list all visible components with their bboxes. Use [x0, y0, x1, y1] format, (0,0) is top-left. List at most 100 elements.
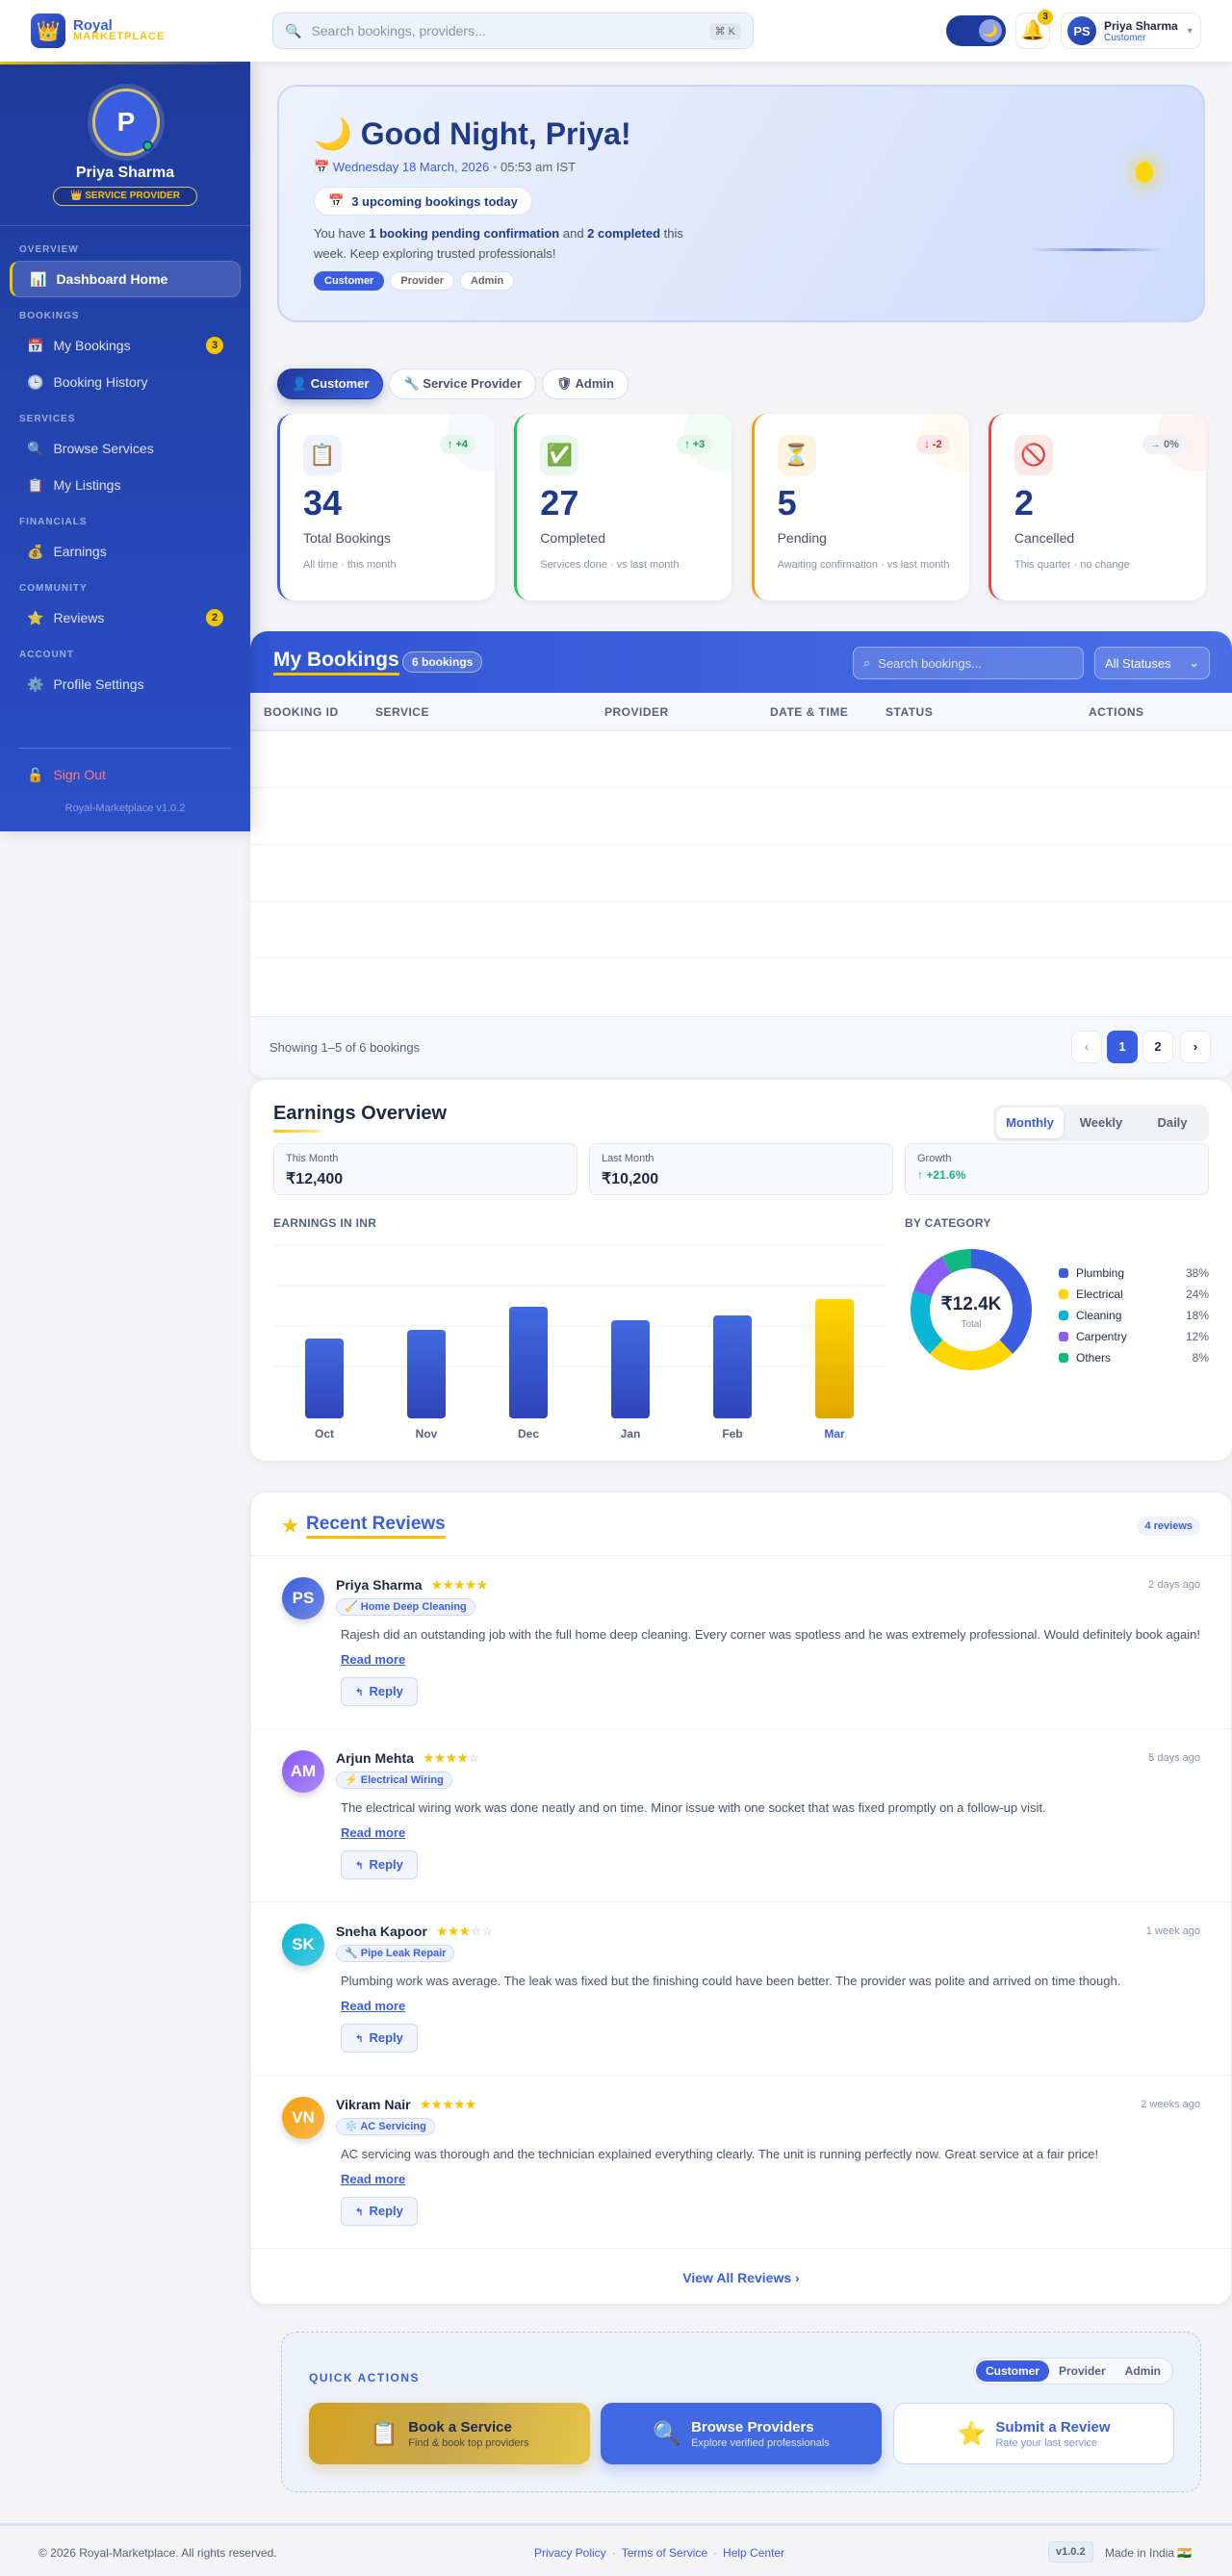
tab-daily[interactable]: Daily — [1157, 1115, 1188, 1130]
star-empty-icon: ☆ — [471, 1925, 482, 1938]
donut-slice-carpentry[interactable] — [913, 1256, 952, 1297]
sign-out-button[interactable]: 🔓 Sign Out — [10, 756, 123, 793]
reply-button[interactable]: ↰ Reply — [341, 1677, 418, 1706]
stat-card-cancelled[interactable]: 🚫 → 0% 2 Cancelled This quarter · no change — [988, 414, 1206, 600]
tab-service-provider[interactable]: 🔧 Service Provider — [389, 369, 536, 399]
privacy-policy-link[interactable]: Privacy Policy — [534, 2546, 606, 2560]
qa-tab-admin[interactable]: Admin — [1124, 2364, 1161, 2378]
legend-value: 8% — [1192, 1351, 1209, 1365]
legend-value: 24% — [1185, 1288, 1209, 1301]
bar-feb[interactable] — [713, 1315, 752, 1418]
stat-card-total-bookings[interactable]: 📋 ↑ +4 34 Total Bookings All time · this mon… — [277, 414, 495, 600]
review-time: 2 days ago — [1148, 1579, 1200, 1591]
global-search-input[interactable]: 🔍 Search bookings, providers... ⌘ K — [272, 13, 754, 49]
browse-providers-button[interactable]: 🔍 Browse Providers Explore verified profes… — [601, 2403, 882, 2464]
change-badge: ↓ -2 — [916, 435, 950, 454]
next-page-button[interactable]: › — [1180, 1031, 1211, 1063]
view-all-reviews-link[interactable]: View All Reviews › — [251, 2248, 1231, 2306]
bar-mar[interactable] — [815, 1299, 854, 1418]
status-filter-select[interactable]: All Statuses ⌄ — [1094, 647, 1210, 679]
sidebar-nav[interactable]: OVERVIEW 📊 Dashboard Home BOOKINGS 📅 My Booki… — [0, 231, 250, 741]
sidebar-item-label: Dashboard Home — [56, 271, 168, 287]
sidebar-item-profile-settings[interactable]: ⚙️ Profile Settings — [10, 666, 241, 702]
col-status[interactable]: STATUS — [886, 705, 934, 719]
submit-review-button[interactable]: ⭐ Submit a Review Rate your last service — [893, 2403, 1174, 2464]
bar-nov[interactable] — [407, 1330, 446, 1418]
tab-admin[interactable]: 🛡 Admin — [541, 369, 629, 399]
bar-chart-caption: EARNINGS IN INR — [273, 1216, 377, 1230]
moon-icon: 🌙 — [314, 116, 352, 151]
brand-name[interactable]: Royal — [73, 17, 113, 34]
sidebar-item-booking-history[interactable]: 🕒 Booking History — [10, 364, 241, 400]
bookings-header: My Bookings 6 bookings ⌕ Search bookings.… — [250, 631, 1232, 693]
theme-toggle[interactable]: 🌙 — [946, 15, 1006, 46]
read-more-link[interactable]: Read more — [341, 1999, 406, 2013]
stat-card-pending[interactable]: ⏳ ↓ -2 5 Pending Awaiting confirmation · vs … — [751, 414, 969, 600]
nav-icon: ⚙️ — [27, 676, 44, 692]
legend-swatch — [1059, 1289, 1068, 1299]
book-service-button[interactable]: 📋 Book a Service Find & book top providers — [309, 2403, 590, 2464]
sidebar-item-my-bookings[interactable]: 📅 My Bookings 3 — [10, 327, 241, 364]
page-2-button[interactable]: 2 — [1142, 1031, 1173, 1063]
terms-link[interactable]: Terms of Service — [621, 2546, 708, 2560]
donut-chart-caption: BY CATEGORY — [905, 1216, 991, 1230]
qa-tab-provider[interactable]: Provider — [1058, 2364, 1106, 2378]
bar-dec[interactable] — [509, 1307, 548, 1418]
donut-slice-electrical[interactable] — [929, 1339, 1014, 1370]
donut-total-label: Total — [961, 1319, 982, 1330]
legend-label: Carpentry — [1076, 1330, 1127, 1343]
reviews-count-badge: 4 reviews — [1137, 1517, 1200, 1536]
user-menu[interactable]: PS Priya Sharma Customer ▼ — [1061, 13, 1201, 49]
sidebar-item-browse-services[interactable]: 🔍 Browse Services — [10, 430, 241, 467]
help-center-link[interactable]: Help Center — [723, 2546, 785, 2560]
tab-customer[interactable]: 👤 Customer — [277, 369, 384, 399]
donut-slice-cleaning[interactable] — [911, 1290, 943, 1354]
tag-provider[interactable]: Provider — [390, 271, 454, 291]
tab-weekly[interactable]: Weekly — [1079, 1115, 1123, 1130]
qa-tab-customer[interactable]: Customer — [975, 2360, 1049, 2382]
prev-page-button[interactable]: ‹ — [1071, 1031, 1102, 1063]
sidebar-item-my-listings[interactable]: 📋 My Listings — [10, 467, 241, 503]
reply-button[interactable]: ↰ Reply — [341, 1850, 418, 1879]
read-more-link[interactable]: Read more — [341, 1652, 406, 1667]
star-filled-icon: ★ — [431, 1578, 444, 1592]
col-booking-id[interactable]: BOOKING ID — [264, 705, 339, 719]
view-all-label: View All Reviews — [682, 2270, 792, 2285]
reviewer-name-row: Vikram Nair ★★★★★ — [336, 2097, 476, 2112]
donut-slice-others[interactable] — [941, 1249, 971, 1274]
stat-card-completed[interactable]: ✅ ↑ +3 27 Completed Services done · vs last … — [514, 414, 732, 600]
col-date-time[interactable]: DATE & TIME — [770, 705, 849, 719]
sign-out-label: Sign Out — [53, 767, 106, 782]
crown-icon[interactable]: 👑 — [31, 13, 65, 48]
bar-jan[interactable] — [611, 1320, 650, 1418]
summary-highlight: 2 completed — [587, 226, 661, 241]
star-filled-icon: ★ — [443, 2098, 454, 2111]
reply-button[interactable]: ↰ Reply — [341, 2197, 418, 2226]
bookings-search-input[interactable]: ⌕ Search bookings... — [853, 647, 1084, 679]
col-service[interactable]: SERVICE — [375, 705, 429, 719]
upcoming-text: 3 upcoming bookings today — [351, 193, 518, 209]
donut-slice-plumbing[interactable] — [971, 1249, 1032, 1354]
kpi-value: ₹10,200 — [602, 1171, 659, 1187]
app-version: Royal-Marketplace v1.0.2 — [64, 803, 186, 814]
sidebar-item-earnings[interactable]: 💰 Earnings — [10, 533, 241, 570]
sidebar-item-dashboard-home[interactable]: 📊 Dashboard Home — [10, 261, 241, 297]
star-filled-icon: ★ — [465, 1578, 477, 1592]
stat-icon: ✅ — [540, 435, 579, 475]
notifications-button[interactable]: 🔔 3 — [1015, 10, 1053, 49]
reply-button[interactable]: ↰ Reply — [341, 2024, 418, 2053]
review-item: VN Vikram Nair ★★★★★ 2 weeks ago ❄️ AC Servi… — [251, 2075, 1231, 2248]
sidebar-item-reviews[interactable]: ⭐ Reviews 2 — [10, 599, 241, 636]
chevron-down-icon: ⌄ — [1189, 655, 1199, 670]
reviewer-name: Priya Sharma — [336, 1577, 423, 1593]
upcoming-bookings-pill[interactable]: 📅 3 upcoming bookings today — [314, 187, 532, 216]
legend-swatch — [1059, 1332, 1068, 1341]
tab-monthly[interactable]: Monthly — [996, 1108, 1064, 1138]
bar-oct[interactable] — [305, 1339, 344, 1418]
tag-customer[interactable]: Customer — [314, 271, 385, 291]
tag-admin[interactable]: Admin — [459, 271, 515, 291]
read-more-link[interactable]: Read more — [341, 2172, 406, 2186]
read-more-link[interactable]: Read more — [341, 1825, 406, 1840]
page-1-button[interactable]: 1 — [1107, 1031, 1138, 1063]
col-provider[interactable]: PROVIDER — [604, 705, 669, 719]
